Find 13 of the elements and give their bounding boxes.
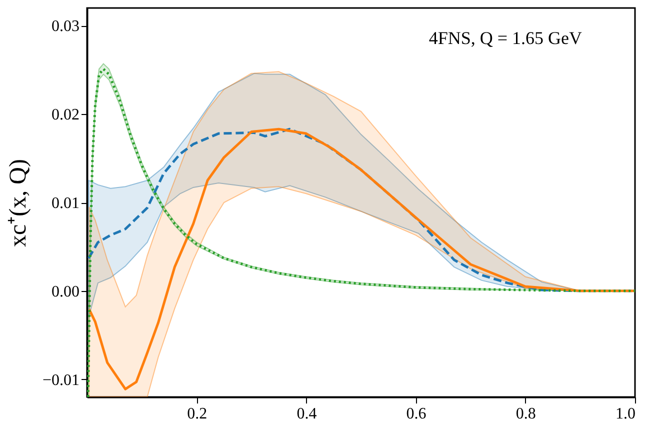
y-tick-label: −0.01 xyxy=(42,372,80,389)
x-tick-label: 0.6 xyxy=(406,406,426,422)
x-tick-label: 0.8 xyxy=(516,406,536,422)
y-tick-label: 0.00 xyxy=(52,283,80,300)
annotation: 4FNS, Q = 1.65 GeV xyxy=(428,28,582,48)
x-tick-label: 0.2 xyxy=(187,406,208,422)
line-series xyxy=(88,128,635,390)
x-tick-label: 1.0 xyxy=(616,406,636,422)
y-tick-label: 0.03 xyxy=(52,18,80,36)
x-tick-label: 0.4 xyxy=(296,406,317,422)
y-tick-label: 0.01 xyxy=(52,195,80,212)
y-axis-title: xc⁺(x, Q) xyxy=(5,159,32,247)
y-tick-label: 0.02 xyxy=(52,106,80,124)
